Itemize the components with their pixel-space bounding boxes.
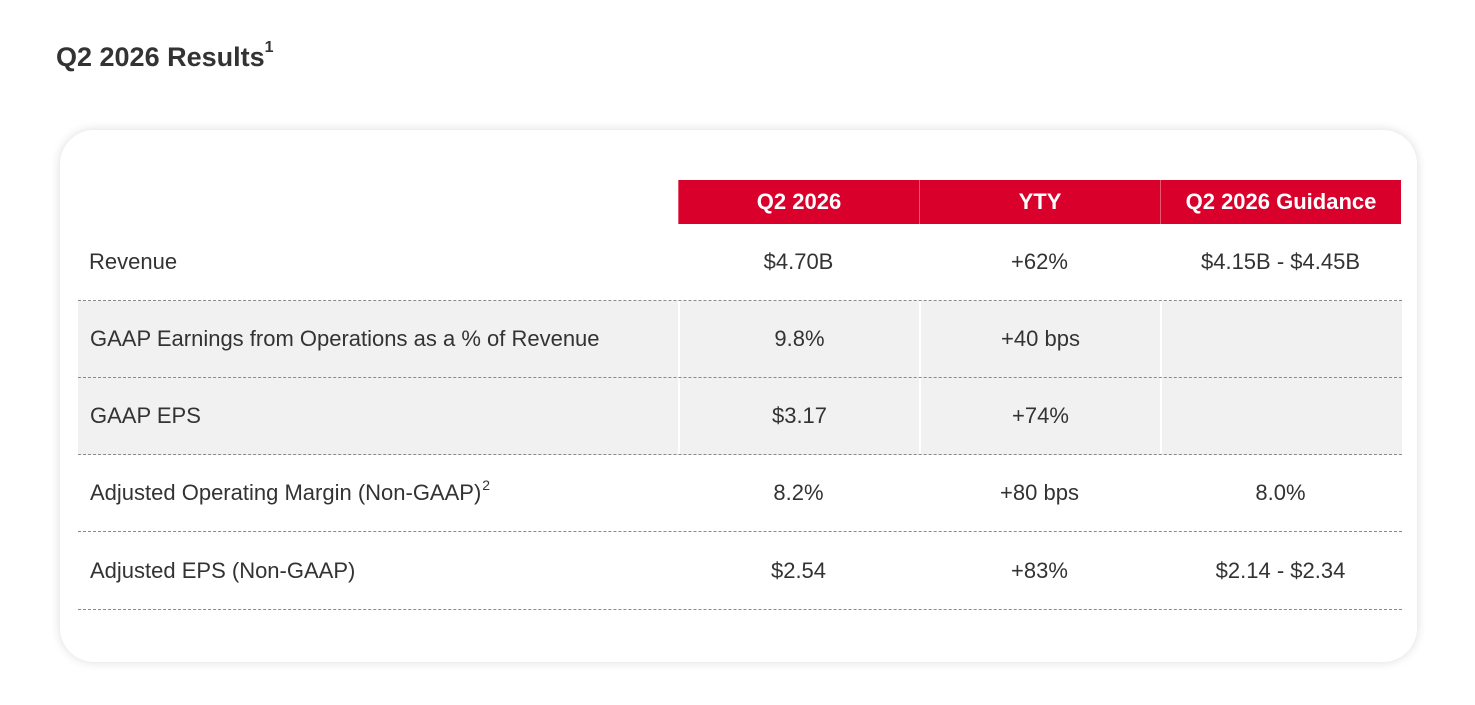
cell-yty: +80 bps (1000, 480, 1079, 505)
row-label-footnote: 2 (482, 477, 491, 493)
cell-guidance: $4.15B - $4.45B (1200, 249, 1360, 274)
row-label: GAAP EPS (78, 378, 678, 454)
results-table: Q2 2026 YTY Q2 2026 Guidance Revenue $4.… (78, 180, 1402, 610)
cell-yty: +40 bps (919, 301, 1160, 377)
cell-yty: +62% (1011, 249, 1068, 274)
cell-q2-2026: $4.70B (763, 249, 834, 274)
page-title-text: Q2 2026 Results (56, 42, 265, 72)
cell-guidance: $2.14 - $2.34 (1215, 557, 1346, 583)
row-label-text: Adjusted Operating Margin (Non-GAAP) (90, 480, 482, 505)
table-row-adjusted-eps: Adjusted EPS (Non-GAAP) $2.54 +83% $2.14… (78, 532, 1402, 610)
table-row-revenue: Revenue $4.70B +62% $4.15B - $4.45B (78, 224, 1402, 301)
table-row-gaap-eps: GAAP EPS $3.17 +74% (78, 378, 1402, 455)
table-header-row: Q2 2026 YTY Q2 2026 Guidance (78, 180, 1402, 224)
cell-yty: +74% (919, 378, 1160, 454)
table-row-adjusted-operating-margin: Adjusted Operating Margin (Non-GAAP) 2 8.… (78, 455, 1402, 532)
header-empty-cell (78, 180, 678, 224)
cell-guidance: 8.0% (1255, 480, 1306, 505)
table-row-gaap-earnings-margin: GAAP Earnings from Operations as a % of … (78, 301, 1402, 378)
page-title: Q2 2026 Results1 (56, 32, 274, 77)
results-card: Q2 2026 YTY Q2 2026 Guidance Revenue $4.… (60, 130, 1417, 662)
cell-yty: +83% (1011, 557, 1068, 583)
column-header-q2-2026: Q2 2026 (678, 180, 919, 224)
cell-q2-2026: $2.54 (770, 557, 827, 583)
cell-q2-2026: 8.2% (773, 480, 824, 505)
cell-q2-2026: 9.8% (678, 301, 919, 377)
row-label: GAAP Earnings from Operations as a % of … (78, 301, 678, 377)
row-label-text: GAAP EPS (90, 403, 201, 428)
row-label-text: Adjusted EPS (Non-GAAP) (90, 557, 356, 583)
row-label-text: GAAP Earnings from Operations as a % of … (90, 326, 600, 351)
column-header-guidance: Q2 2026 Guidance (1160, 180, 1401, 224)
cell-q2-2026: $3.17 (678, 378, 919, 454)
row-label-text: Revenue (89, 249, 178, 274)
cell-guidance (1160, 301, 1401, 377)
cell-guidance (1160, 378, 1401, 454)
row-label: Revenue (78, 224, 678, 300)
row-label: Adjusted EPS (Non-GAAP) (78, 532, 678, 609)
row-label: Adjusted Operating Margin (Non-GAAP) 2 (78, 455, 678, 531)
page-title-footnote: 1 (264, 39, 274, 56)
column-header-yty: YTY (919, 180, 1160, 224)
